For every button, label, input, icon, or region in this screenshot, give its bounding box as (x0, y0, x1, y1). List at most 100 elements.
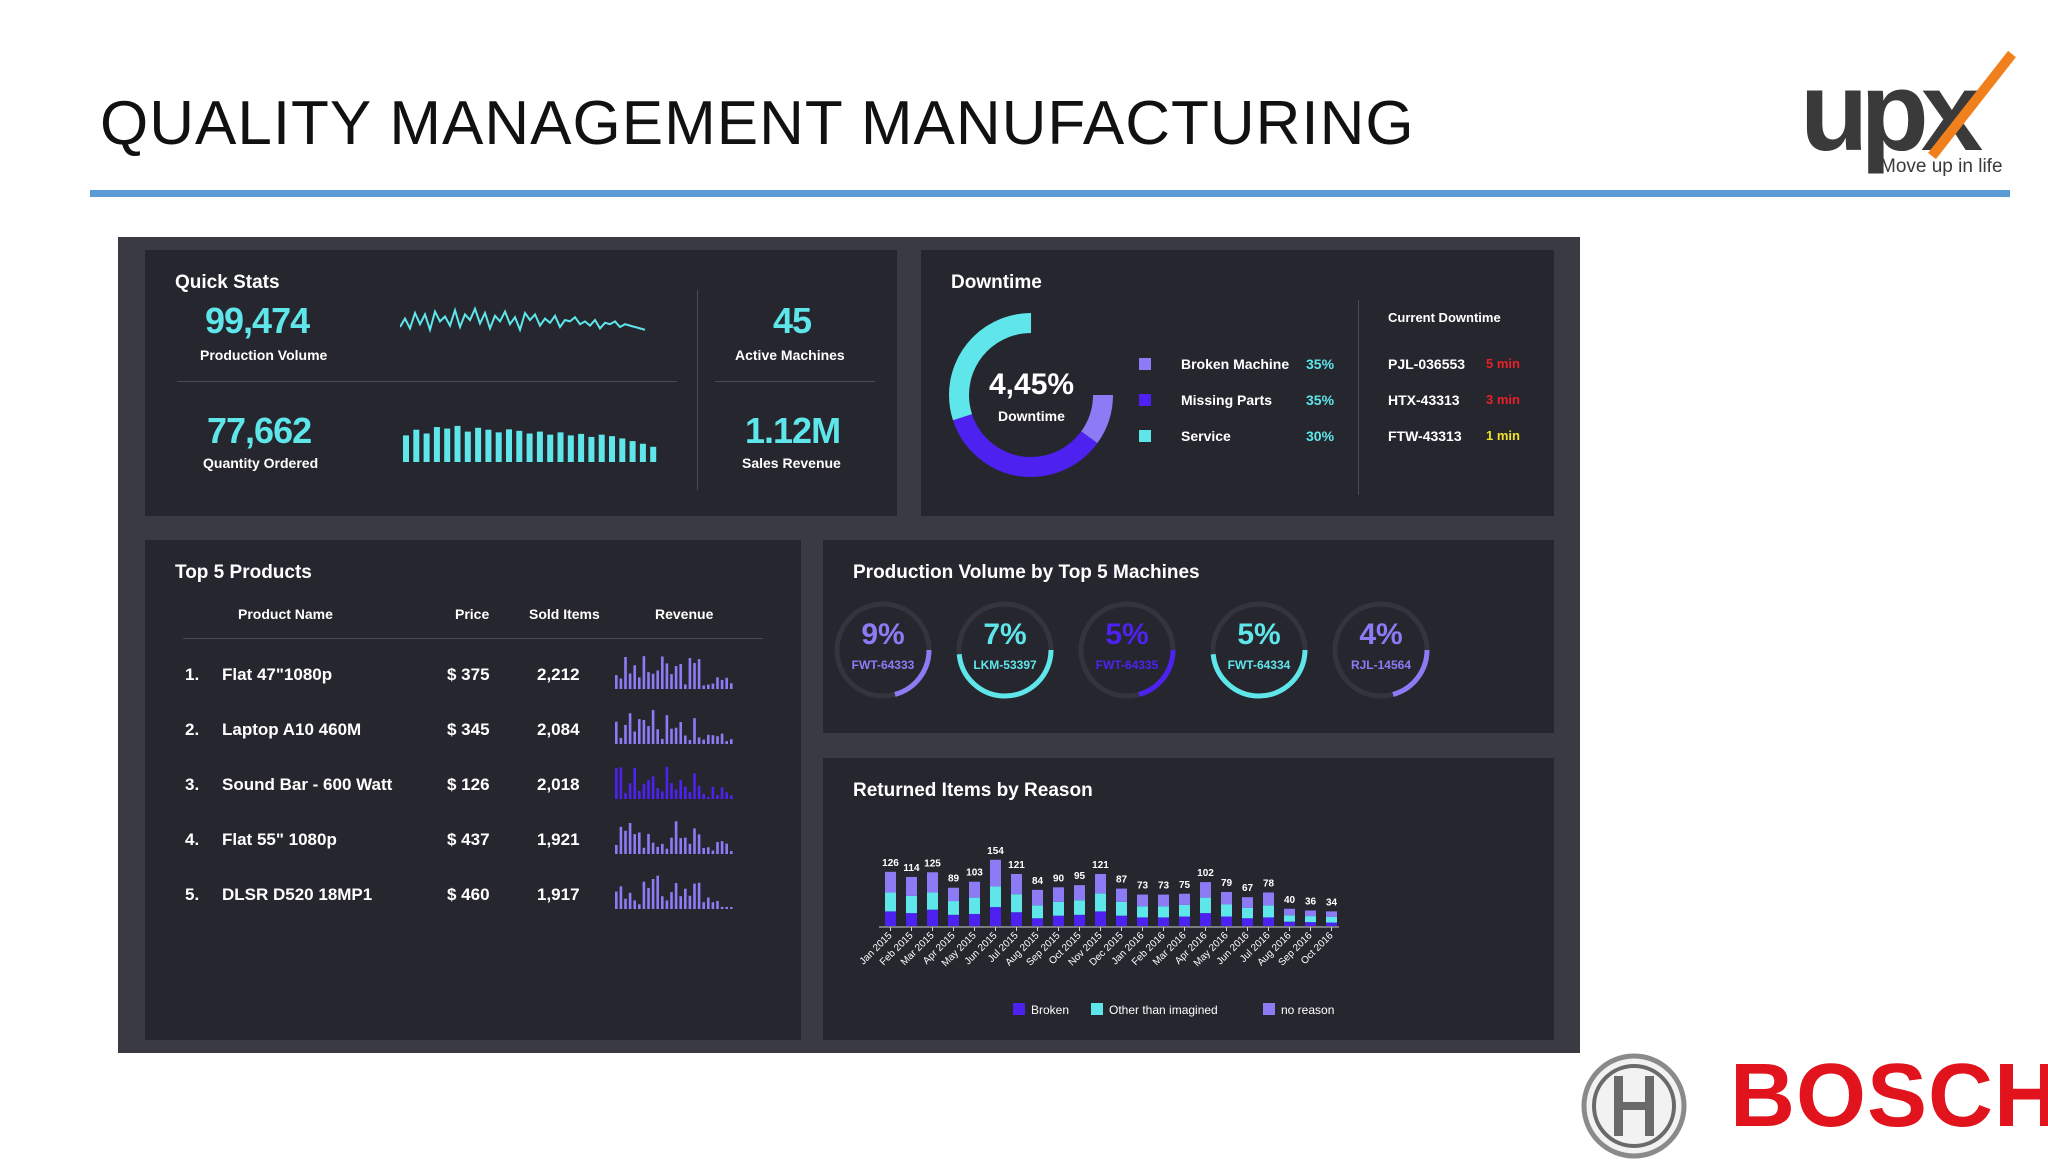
mini-bar (619, 438, 626, 462)
machine-percent: 7% (983, 618, 1027, 651)
revenue-sparkbar (693, 773, 696, 799)
revenue-sparkbar (688, 895, 692, 909)
revenue-sparkbar (720, 679, 724, 689)
legend-value-missing-parts: 35% (1306, 392, 1335, 408)
return-bar-segment (1263, 917, 1274, 926)
revenue-sparkbar (702, 685, 705, 689)
product-sold-items: 1,921 (537, 830, 580, 849)
quantity-ordered-bars (403, 425, 657, 462)
gauge-arc (1332, 601, 1430, 699)
revenue-sparkbar (651, 878, 655, 909)
revenue-sparkbar (665, 715, 669, 744)
product-rank: 3. (185, 775, 200, 794)
revenue-sparkbar (642, 783, 646, 799)
revenue-sparkbar (716, 842, 719, 854)
revenue-sparkbar (670, 837, 673, 854)
downtime-center-label: Downtime (998, 408, 1065, 424)
bar-total-label: 34 (1326, 897, 1338, 908)
current-downtime-id-3: FTW-43313 (1388, 428, 1462, 444)
bar-total-label: 87 (1116, 875, 1128, 886)
return-bar-segment (885, 871, 896, 893)
downtime-title: Downtime (951, 272, 1042, 293)
legend-value-broken-machine: 35% (1306, 356, 1335, 372)
product-price: $ 126 (447, 775, 490, 794)
revenue-sparkbar (638, 790, 641, 799)
revenue-sparkbar (661, 656, 664, 689)
machines-panel: Production Volume by Top 5 Machines 9% FW… (823, 540, 1554, 733)
return-bar-segment (1221, 916, 1232, 926)
return-bar-segment (1137, 917, 1148, 926)
bar-total-label: 75 (1179, 880, 1191, 891)
revenue-sparkbar (707, 734, 710, 744)
revenue-sparkbar (642, 720, 646, 744)
revenue-sparkbar (661, 843, 664, 854)
revenue-sparkbar (716, 677, 719, 689)
machine-name: LKM-53397 (973, 658, 1037, 672)
mini-bar (639, 443, 646, 462)
product-revenue-sparkbars (615, 766, 733, 799)
mini-bar (588, 436, 595, 462)
revenue-sparkbar (624, 724, 627, 744)
machine-gauge (1210, 601, 1308, 699)
product-sold-items: 2,018 (537, 775, 580, 794)
mini-bar (650, 446, 657, 462)
return-bar-segment (1284, 921, 1295, 926)
revenue-sparkbar (693, 718, 696, 744)
current-downtime-id-2: HTX-43313 (1388, 392, 1460, 408)
revenue-sparkbar (688, 739, 692, 744)
return-bar-segment (1095, 873, 1106, 894)
revenue-sparkbar (647, 726, 650, 744)
return-bar-segment (1263, 892, 1274, 906)
revenue-sparkbar (633, 731, 636, 744)
machine-percent: 4% (1359, 618, 1403, 651)
revenue-sparkbar (624, 898, 627, 909)
product-rank: 2. (185, 720, 200, 739)
revenue-sparkbar (720, 787, 724, 799)
revenue-sparkbar (619, 678, 623, 689)
revenue-sparkbar (642, 656, 646, 689)
return-bar-segment (1242, 907, 1253, 919)
mini-bar (536, 431, 543, 462)
mini-bar (578, 433, 585, 462)
quick-stats-divider (177, 381, 677, 382)
revenue-sparkbar (730, 795, 733, 799)
revenue-sparkbar (674, 883, 678, 909)
revenue-sparkbar (619, 826, 623, 854)
bar-total-label: 40 (1284, 895, 1296, 906)
return-bar-segment (885, 911, 896, 926)
revenue-sparkbar (656, 788, 659, 799)
table-header-divider (183, 638, 763, 639)
quick-stats-vertical-divider (697, 290, 698, 490)
legend-label-missing-parts: Missing Parts (1181, 392, 1273, 408)
revenue-sparkbar (624, 656, 627, 689)
legend-label: Other than imagined (1109, 1003, 1218, 1017)
revenue-sparkbar (711, 786, 715, 799)
revenue-sparkbar (679, 664, 682, 689)
quick-stats-panel: Quick Stats 99,474 Production Volume 77,… (145, 250, 897, 516)
bar-total-label: 102 (1197, 868, 1214, 879)
revenue-sparkbar (707, 897, 710, 909)
bar-total-label: 67 (1242, 883, 1254, 894)
revenue-sparkbar (674, 727, 678, 744)
revenue-sparkbar (638, 832, 641, 854)
legend-label: Broken (1031, 1003, 1069, 1017)
returns-panel: Returned Items by Reason 126 Jan 2015 114 F… (823, 758, 1554, 1040)
revenue-sparkbar (651, 776, 655, 799)
revenue-sparkbar (711, 735, 715, 744)
return-bar-segment (906, 913, 917, 926)
return-bar-segment (1137, 906, 1148, 918)
return-bar-segment (1158, 894, 1169, 907)
mini-bar (495, 432, 502, 462)
revenue-sparkbar (661, 738, 664, 744)
revenue-sparkbar (615, 675, 618, 689)
revenue-sparkbar (670, 892, 673, 909)
mini-bar (526, 433, 533, 462)
revenue-sparkbar (661, 896, 664, 909)
revenue-sparkbar (697, 882, 701, 909)
bar-total-label: 154 (987, 846, 1004, 857)
revenue-sparkbar (619, 737, 623, 744)
gauge-arc (1078, 601, 1176, 699)
bar-total-label: 121 (1008, 860, 1025, 871)
return-bar-segment (948, 914, 959, 926)
revenue-sparkbar (679, 838, 682, 854)
